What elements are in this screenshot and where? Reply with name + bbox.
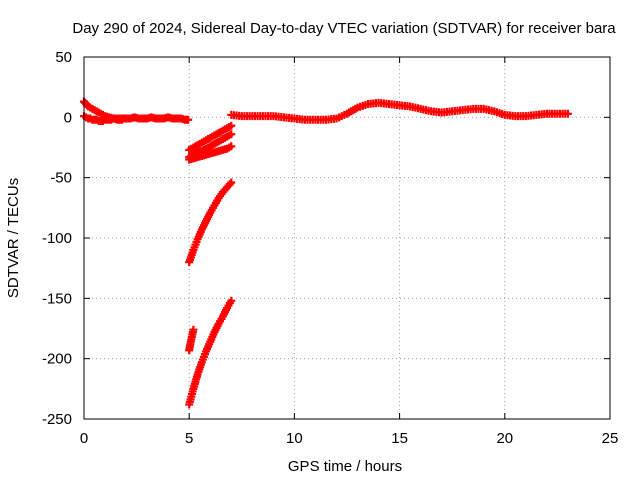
y-axis-label: SDTVAR / TECUs bbox=[5, 178, 22, 298]
y-tick-label: -250 bbox=[42, 411, 72, 428]
y-tick-label: -100 bbox=[42, 230, 72, 247]
data-point bbox=[189, 325, 198, 334]
series-short-cluster bbox=[185, 325, 198, 355]
y-tick-label: -150 bbox=[42, 290, 72, 307]
series-baseline-late bbox=[227, 98, 572, 124]
x-tick-label: 25 bbox=[602, 430, 619, 447]
data-point bbox=[227, 142, 236, 151]
x-axis-label: GPS time / hours bbox=[288, 458, 402, 475]
chart-title: Day 290 of 2024, Sidereal Day-to-day VTE… bbox=[72, 20, 616, 37]
data-point bbox=[184, 115, 193, 124]
x-tick-label: 15 bbox=[391, 430, 408, 447]
x-tick-label: 5 bbox=[185, 430, 193, 447]
data-point bbox=[227, 121, 236, 130]
data-point bbox=[227, 296, 236, 305]
y-tick-label: -50 bbox=[50, 170, 72, 187]
data-points bbox=[80, 97, 572, 409]
series-drop-track-120 bbox=[185, 178, 236, 267]
series-drop-track-238 bbox=[185, 296, 236, 409]
series-early-arc bbox=[80, 97, 126, 124]
data-point bbox=[117, 115, 126, 124]
x-tick-label: 20 bbox=[496, 430, 513, 447]
y-tick-label: -200 bbox=[42, 351, 72, 368]
data-point bbox=[227, 178, 236, 187]
x-tick-label: 0 bbox=[80, 430, 88, 447]
series-mid-track-c bbox=[185, 142, 236, 164]
y-tick-label: 0 bbox=[64, 109, 72, 126]
data-point bbox=[563, 109, 572, 118]
plot-frame bbox=[83, 56, 611, 420]
series-mid-track-a bbox=[185, 121, 236, 154]
x-tick-label: 10 bbox=[286, 430, 303, 447]
data-point bbox=[227, 130, 236, 139]
y-tick-label: 50 bbox=[55, 49, 72, 66]
